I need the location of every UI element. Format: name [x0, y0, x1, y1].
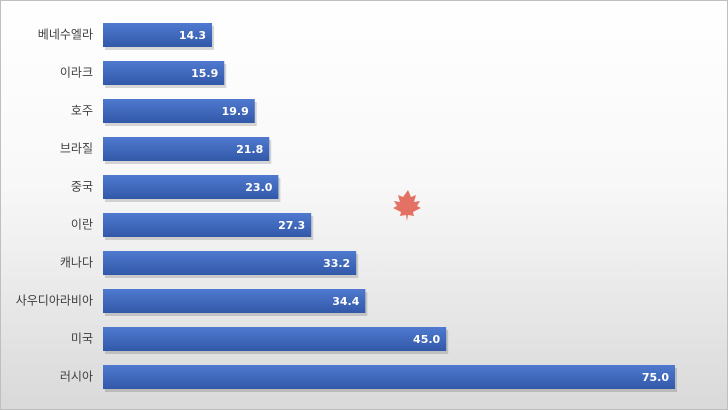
plot-area: 베네수엘라 14.3 이라크 15.9 호주 19.9 브라질 21.8 중국 23.0 이란 27.…: [16, 23, 677, 392]
category-label: 브라질: [60, 142, 93, 156]
bar: [103, 251, 357, 275]
data-label: 27.3: [278, 219, 305, 232]
category-label: 러시아: [60, 370, 93, 384]
category-label: 캐나다: [60, 256, 93, 270]
data-label: 33.2: [323, 257, 350, 270]
data-label: 23.0: [245, 181, 272, 194]
data-label: 15.9: [191, 67, 218, 80]
bar: [103, 365, 675, 389]
bar: [103, 175, 279, 199]
watermark-leaf: [393, 190, 421, 221]
data-label: 21.8: [236, 143, 263, 156]
bar: [103, 137, 270, 161]
bar: [103, 99, 255, 123]
data-label: 75.0: [642, 371, 669, 384]
data-label: 45.0: [413, 333, 440, 346]
category-label: 미국: [71, 332, 93, 346]
bar: [103, 289, 366, 313]
data-label: 19.9: [222, 105, 249, 118]
data-label: 34.4: [332, 295, 359, 308]
category-label: 이란: [71, 218, 93, 232]
bar: [103, 213, 312, 237]
category-label: 이라크: [60, 66, 93, 80]
data-label: 14.3: [179, 29, 206, 42]
category-label: 중국: [71, 180, 93, 194]
category-label: 호주: [71, 104, 93, 118]
category-label: 베네수엘라: [38, 28, 93, 42]
bar: [103, 327, 447, 351]
bar: [103, 23, 213, 47]
bar: [103, 61, 225, 85]
category-label: 사우디아라비아: [16, 294, 93, 308]
